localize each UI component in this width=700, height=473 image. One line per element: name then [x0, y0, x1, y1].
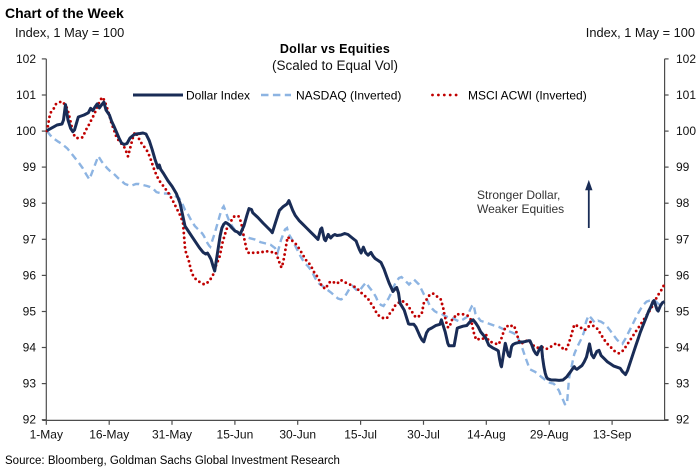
- svg-text:96: 96: [23, 268, 37, 282]
- svg-text:13-Sep: 13-Sep: [593, 427, 632, 441]
- svg-text:14-Aug: 14-Aug: [467, 427, 506, 441]
- svg-text:92: 92: [676, 413, 690, 427]
- svg-text:99: 99: [676, 160, 690, 174]
- svg-text:15-Jun: 15-Jun: [217, 427, 254, 441]
- svg-text:98: 98: [23, 196, 37, 210]
- svg-text:15-Jul: 15-Jul: [344, 427, 377, 441]
- svg-text:95: 95: [23, 305, 37, 319]
- svg-text:16-May: 16-May: [89, 427, 129, 441]
- svg-text:30-Jul: 30-Jul: [407, 427, 440, 441]
- svg-text:101: 101: [676, 88, 696, 102]
- svg-text:Dollar Index: Dollar Index: [186, 89, 250, 103]
- svg-text:93: 93: [676, 377, 690, 391]
- svg-text:101: 101: [16, 88, 36, 102]
- svg-text:92: 92: [23, 413, 37, 427]
- svg-text:100: 100: [16, 124, 36, 138]
- svg-text:102: 102: [16, 52, 36, 66]
- svg-text:30-Jun: 30-Jun: [279, 427, 316, 441]
- svg-text:94: 94: [676, 341, 690, 355]
- svg-text:102: 102: [676, 52, 696, 66]
- svg-text:31-May: 31-May: [152, 427, 192, 441]
- svg-text:99: 99: [23, 160, 37, 174]
- svg-text:97: 97: [676, 232, 690, 246]
- svg-text:95: 95: [676, 305, 690, 319]
- svg-text:100: 100: [676, 124, 696, 138]
- svg-text:MSCI ACWI (Inverted): MSCI ACWI (Inverted): [468, 89, 587, 103]
- svg-text:98: 98: [676, 196, 690, 210]
- svg-text:NASDAQ (Inverted): NASDAQ (Inverted): [296, 89, 401, 103]
- svg-text:93: 93: [23, 377, 37, 391]
- svg-text:97: 97: [23, 232, 37, 246]
- svg-text:1-May: 1-May: [30, 427, 63, 441]
- svg-text:94: 94: [23, 341, 37, 355]
- svg-text:96: 96: [676, 268, 690, 282]
- svg-text:29-Aug: 29-Aug: [530, 427, 569, 441]
